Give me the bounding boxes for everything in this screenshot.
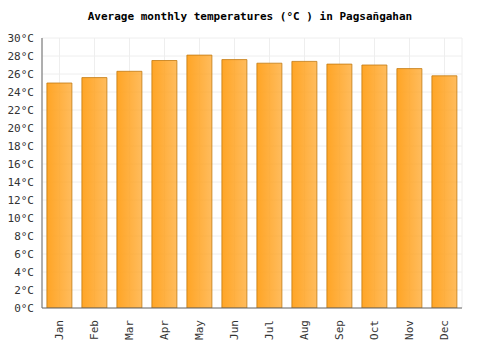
svg-text:16°C: 16°C bbox=[8, 158, 34, 171]
svg-text:Oct: Oct bbox=[368, 320, 381, 340]
svg-text:22°C: 22°C bbox=[8, 104, 34, 117]
svg-text:10°C: 10°C bbox=[8, 212, 34, 225]
svg-text:Apr: Apr bbox=[158, 320, 171, 340]
svg-text:4°C: 4°C bbox=[14, 266, 34, 279]
svg-text:Feb: Feb bbox=[88, 320, 101, 340]
svg-text:18°C: 18°C bbox=[8, 140, 34, 153]
svg-text:30°C: 30°C bbox=[8, 32, 34, 45]
html-text:Average monthly temperatures (: Average monthly temperatures (°C ) in Pa… bbox=[87, 10, 413, 23]
svg-text:26°C: 26°C bbox=[8, 68, 34, 81]
svg-text:Jun: Jun bbox=[228, 320, 241, 340]
svg-text:14°C: 14°C bbox=[8, 176, 34, 189]
svg-text:Dec: Dec bbox=[438, 320, 451, 340]
svg-text:12°C: 12°C bbox=[8, 194, 34, 207]
svg-text:8°C: 8°C bbox=[14, 230, 34, 243]
svg-text:Jan: Jan bbox=[53, 320, 66, 340]
svg-text:2°C: 2°C bbox=[14, 284, 34, 297]
svg-text:May: May bbox=[193, 320, 206, 340]
svg-text:0°C: 0°C bbox=[14, 302, 34, 315]
svg-text:24°C: 24°C bbox=[8, 86, 34, 99]
svg-text:Mar: Mar bbox=[123, 320, 136, 340]
svg-text:20°C: 20°C bbox=[8, 122, 34, 135]
svg-text:Nov: Nov bbox=[403, 320, 416, 340]
svg-text:Aug: Aug bbox=[298, 320, 311, 340]
svg-text:6°C: 6°C bbox=[14, 248, 34, 261]
svg-text:Jul: Jul bbox=[263, 320, 276, 340]
svg-text:Sep: Sep bbox=[333, 320, 346, 340]
svg-text:28°C: 28°C bbox=[8, 50, 34, 63]
